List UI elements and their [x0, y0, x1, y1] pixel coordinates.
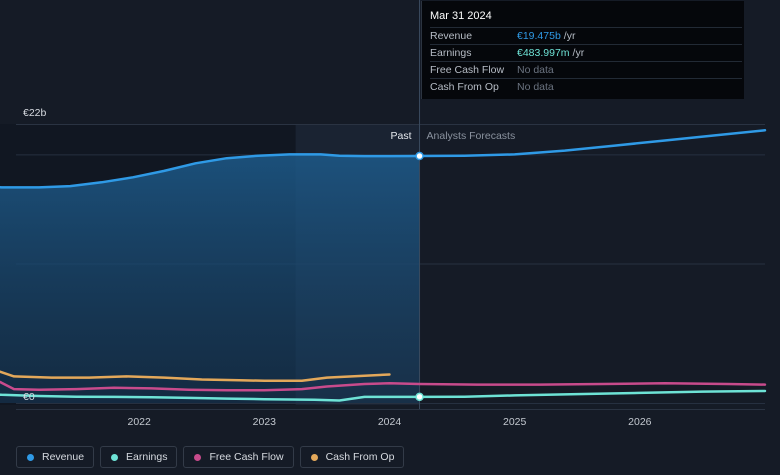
chart-legend: Revenue Earnings Free Cash Flow Cash Fro…: [16, 446, 405, 468]
tooltip-value: €19.475b: [517, 30, 561, 42]
revenue-area: [0, 154, 420, 403]
past-label: Past: [391, 130, 412, 142]
tooltip-value: €483.997m: [517, 47, 570, 59]
tooltip-row-earnings: Earnings €483.997m /yr: [430, 44, 742, 61]
legend-label: Cash From Op: [325, 451, 395, 463]
legend-label: Free Cash Flow: [209, 451, 284, 463]
tooltip-label: Free Cash Flow: [430, 64, 505, 76]
x-tick-label: 2024: [378, 416, 402, 428]
legend-item-cash-from-op[interactable]: Cash From Op: [299, 446, 405, 468]
tooltip-label: Revenue: [430, 30, 473, 42]
x-tick-label: 2023: [253, 416, 277, 428]
free-cash-flow-line: [0, 380, 767, 392]
forecast-label: Analysts Forecasts: [427, 130, 516, 142]
legend-dot: [310, 453, 318, 461]
y-axis-bottom-label: €0: [23, 391, 35, 403]
earnings-line: [0, 389, 767, 402]
tooltip-unit: /yr: [572, 47, 585, 59]
tooltip-unit: /yr: [563, 30, 576, 42]
legend-label: Earnings: [126, 451, 168, 463]
cash-from-op-line: [0, 370, 391, 383]
legend-dot: [194, 453, 202, 461]
legend-item-free-cash-flow[interactable]: Free Cash Flow: [183, 446, 294, 468]
tooltip-value: No data: [517, 81, 554, 93]
tooltip-row-cash-from-op: Cash From Op No data: [430, 78, 742, 95]
tooltip-label: Cash From Op: [430, 81, 499, 93]
legend-dot: [111, 453, 119, 461]
x-tick-label: 2022: [127, 416, 151, 428]
legend-item-revenue[interactable]: Revenue: [16, 446, 95, 468]
x-tick-label: 2026: [628, 416, 652, 428]
y-axis-top-label: €22b: [23, 107, 47, 119]
earnings-marker: [415, 392, 424, 402]
x-tick-label: 2025: [503, 416, 527, 428]
tooltip-row-free-cash-flow: Free Cash Flow No data: [430, 61, 742, 78]
legend-label: Revenue: [42, 451, 85, 463]
tooltip-label: Earnings: [430, 47, 472, 59]
hover-tooltip: Mar 31 2024 Revenue €19.475b /yr Earning…: [421, 1, 744, 99]
tooltip-row-revenue: Revenue €19.475b /yr: [430, 27, 742, 44]
tooltip-value: No data: [517, 64, 554, 76]
revenue-marker: [415, 151, 424, 161]
revenue-line: [0, 129, 767, 189]
legend-item-earnings[interactable]: Earnings: [100, 446, 178, 468]
tooltip-date: Mar 31 2024: [430, 10, 492, 22]
legend-dot: [27, 453, 34, 461]
